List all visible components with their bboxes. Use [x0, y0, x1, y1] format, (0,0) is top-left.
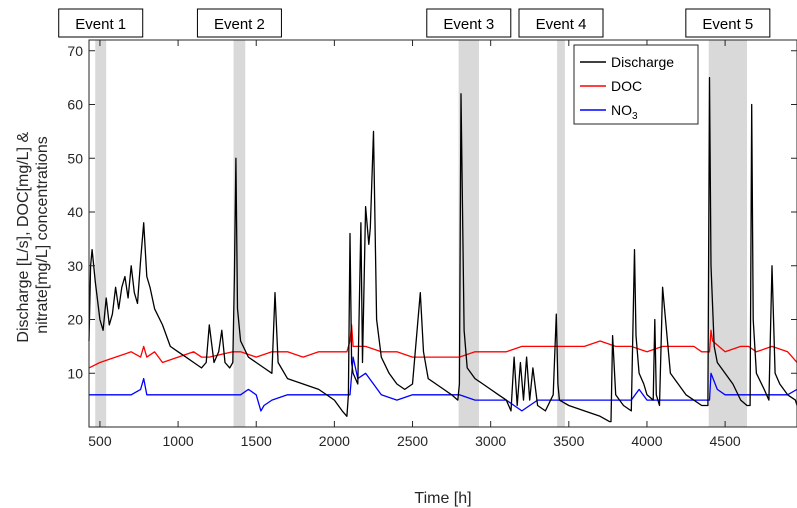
x-tick-label: 1000 [163, 433, 194, 449]
event-label-2: Event 2 [214, 16, 265, 33]
event-label-box-4 [518, 8, 604, 38]
event-label-1: Event 1 [75, 16, 126, 33]
legend-box [573, 44, 699, 125]
y-tick-label: 30 [67, 258, 83, 274]
x-tick-label: 500 [88, 433, 112, 449]
event-label-box-2 [196, 8, 282, 38]
legend-label-discharge: Discharge [611, 54, 674, 70]
y-axis-label-line-1: Discharge [L/s], DOC[mg/L] & [15, 132, 32, 343]
event-bands [95, 40, 747, 427]
series-line-doc [88, 324, 797, 369]
y-tick-label: 50 [67, 150, 83, 166]
plot-frame [88, 39, 797, 428]
x-tick-label: 3000 [475, 433, 506, 449]
event-label-4: Event 4 [536, 16, 587, 33]
event-band-4 [557, 40, 565, 427]
legend-label-subscript: 3 [632, 111, 638, 122]
y-tick-label: 10 [67, 365, 83, 381]
event-band-1 [95, 40, 107, 427]
series-line-discharge [88, 76, 797, 423]
event-labels: Event 1 Event 2 Event 3 Event 4 Event 5 [58, 8, 771, 38]
x-axis-ticks: 500 1000 1500 2000 2500 3000 3500 4000 4500 [88, 40, 741, 449]
y-axis-label-line-2: nitrate[mg/L] concentrations [34, 136, 51, 333]
x-tick-label: 4000 [631, 433, 662, 449]
series-lines [88, 76, 797, 423]
y-tick-label: 70 [67, 43, 83, 59]
y-axis-ticks: 10 20 30 40 50 60 70 [67, 43, 797, 381]
series-line-no3 [89, 356, 797, 412]
x-tick-label: 4500 [710, 433, 741, 449]
event-label-3: Event 3 [443, 16, 494, 33]
y-tick-label: 20 [67, 312, 83, 328]
y-axis-label: Discharge [L/s], DOC[mg/L] & nitrate[mg/… [15, 127, 51, 342]
y-tick-label: 40 [67, 204, 83, 220]
x-tick-label: 2000 [319, 433, 350, 449]
event-label-box-1 [58, 8, 144, 38]
x-tick-label: 3500 [553, 433, 584, 449]
event-label-box-5 [685, 8, 771, 38]
x-axis-label: Time [h] [414, 490, 471, 507]
legend-label-doc: DOC [611, 78, 642, 94]
legend-label-no3: NO3 [611, 102, 638, 122]
x-tick-label: 1500 [241, 433, 272, 449]
event-band-5 [708, 40, 747, 427]
y-tick-label: 60 [67, 97, 83, 113]
event-label-box-3 [426, 8, 512, 38]
event-band-2 [233, 40, 246, 427]
legend: Discharge DOC NO3 [573, 44, 699, 125]
x-tick-label: 2500 [397, 433, 428, 449]
event-label-5: Event 5 [702, 16, 753, 33]
